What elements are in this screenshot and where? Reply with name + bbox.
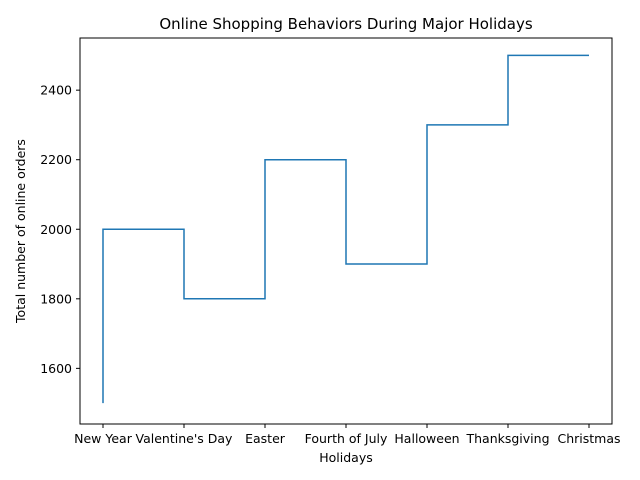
x-axis-label: Holidays xyxy=(319,450,373,465)
y-tick-label: 1800 xyxy=(40,291,72,306)
x-tick-label: Easter xyxy=(245,431,286,446)
x-axis-ticks: New Year Valentine's Day Easter Fourth of J… xyxy=(74,424,621,446)
x-tick-label: Thanksgiving xyxy=(465,431,549,446)
x-tick-label: Fourth of July xyxy=(305,431,388,446)
y-tick-label: 2000 xyxy=(40,222,72,237)
y-axis-ticks: 1600 1800 2000 2200 2400 xyxy=(40,83,80,376)
x-tick-label: Valentine's Day xyxy=(136,431,234,446)
plot-frame xyxy=(79,37,613,425)
y-tick-label: 2200 xyxy=(40,152,72,167)
y-axis-label: Total number of online orders xyxy=(13,139,28,324)
x-tick-label: Christmas xyxy=(557,431,620,446)
x-tick-label: New Year xyxy=(74,431,133,446)
chart-title: Online Shopping Behaviors During Major H… xyxy=(159,15,533,33)
series-line-0 xyxy=(102,54,589,404)
x-tick-label: Halloween xyxy=(394,431,459,446)
y-tick-label: 2400 xyxy=(40,83,72,98)
series-layer xyxy=(102,54,589,404)
y-tick-label: 1600 xyxy=(40,361,72,376)
